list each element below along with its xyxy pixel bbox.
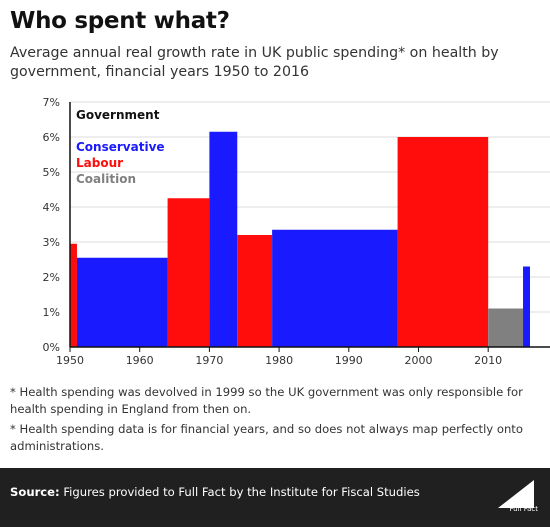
x-tick-label: 1950	[56, 354, 84, 367]
chart-subtitle: Average annual real growth rate in UK pu…	[10, 45, 499, 80]
x-tick-label: 1980	[265, 354, 293, 367]
bar	[523, 266, 530, 347]
y-tick-label: 7%	[43, 96, 60, 109]
source-label: Source:	[10, 485, 60, 499]
y-tick-label: 2%	[43, 271, 60, 284]
axes: 0% 1% 2% 3% 4% 5% 6% 7% 1950 1960 1970 1980 1990 2000…	[43, 96, 550, 367]
bar	[167, 198, 210, 347]
bar	[209, 131, 238, 347]
y-tick-label: 0%	[43, 341, 60, 354]
legend: Government Conservative Labour Coalition	[76, 108, 165, 186]
y-tick-label: 4%	[43, 201, 60, 214]
x-tick-label: 1960	[126, 354, 154, 367]
chart-title: Who spent what?	[10, 8, 230, 34]
bar	[272, 229, 398, 347]
x-tick-label: 2010	[474, 354, 502, 367]
bars	[70, 131, 530, 347]
y-tick-label: 5%	[43, 166, 60, 179]
legend-entry: Conservative	[76, 140, 165, 154]
y-tick-label: 3%	[43, 236, 60, 249]
legend-entry: Labour	[76, 156, 123, 170]
y-tick-label: 1%	[43, 306, 60, 319]
chart: 0% 1% 2% 3% 4% 5% 6% 7% 1950 1960 1970 1980 1990 2000…	[43, 96, 550, 367]
footnote: * Health spending was devolved in 1999 s…	[10, 385, 523, 416]
footnotes: * Health spending was devolved in 1999 s…	[10, 384, 538, 458]
legend-title: Government	[76, 108, 160, 122]
source-bar: Source: Figures provided to Full Fact by…	[0, 468, 550, 527]
x-tick-label: 2000	[404, 354, 432, 367]
bar	[488, 308, 524, 347]
full-fact-logo-icon	[498, 480, 534, 508]
logo-text: Full Fact	[509, 505, 538, 513]
footnote: * Health spending data is for financial …	[10, 422, 523, 453]
source-text: Figures provided to Full Fact by the Ins…	[63, 485, 420, 499]
legend-entry: Coalition	[76, 172, 136, 186]
bar	[70, 243, 77, 347]
x-tick-label: 1990	[335, 354, 363, 367]
bar	[237, 235, 273, 347]
x-tick-label: 1970	[195, 354, 223, 367]
bar	[76, 257, 168, 347]
bar	[397, 137, 489, 347]
y-tick-label: 6%	[43, 131, 60, 144]
source-line: Source: Figures provided to Full Fact by…	[10, 485, 420, 499]
